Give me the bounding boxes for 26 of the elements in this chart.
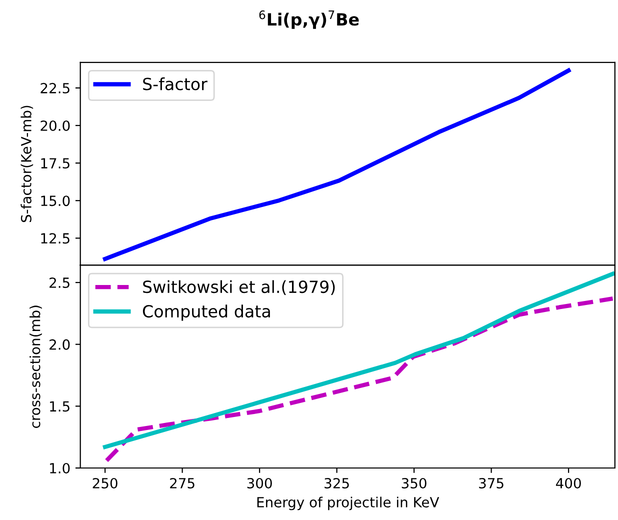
y-tick-label: 22.5 [40, 82, 70, 94]
x-axis-title: Energy of projectile in KeV [257, 496, 440, 510]
legend-label: S-factor [143, 77, 208, 90]
x-tick-label: 250 [92, 478, 118, 488]
y-tick-label: 1.0 [50, 462, 70, 474]
x-tick-label: 325 [324, 478, 349, 488]
y-axis-title: cross-section(mb) [30, 306, 42, 428]
x-tick-label: 400 [556, 478, 581, 488]
x-tick-label: 350 [402, 478, 426, 488]
x-tick-label: 300 [247, 478, 272, 488]
y-axis-title: S-factor(KeV-mb) [20, 106, 34, 222]
chart-title: $^{6}$Li(p,γ)$^{7}$Be [259, 10, 359, 29]
y-tick-label: 17.5 [41, 158, 70, 169]
x-tick-label: 275 [170, 478, 194, 488]
line-series [102, 68, 571, 261]
legend-label: Switkowski et al.(1979) [143, 280, 335, 296]
y-tick-label: 1.5 [50, 401, 70, 412]
y-tick-label: 2.5 [50, 277, 70, 288]
y-tick-label: 2.0 [50, 339, 70, 350]
x-tick-label: 375 [479, 478, 504, 488]
y-tick-label: 20.0 [40, 120, 70, 131]
line-series [104, 296, 615, 463]
y-tick-label: 12.5 [41, 233, 70, 244]
line-series [102, 272, 615, 450]
y-tick-label: 15.0 [41, 196, 70, 206]
legend-label: Computed data [142, 304, 270, 321]
